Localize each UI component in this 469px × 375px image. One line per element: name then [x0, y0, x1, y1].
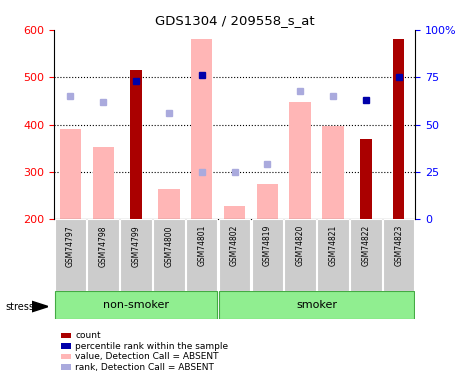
Text: percentile rank within the sample: percentile rank within the sample [75, 342, 228, 351]
Text: non-smoker: non-smoker [103, 300, 169, 310]
Bar [130, 70, 142, 219]
Bar [120, 219, 152, 291]
Bar [186, 219, 218, 291]
Bar [153, 219, 185, 291]
Text: GSM74821: GSM74821 [328, 225, 338, 266]
Bar [60, 129, 81, 219]
Text: count: count [75, 331, 101, 340]
Text: GSM74820: GSM74820 [295, 225, 305, 267]
Bar [219, 291, 415, 319]
Text: GSM74823: GSM74823 [394, 225, 403, 267]
Bar [251, 219, 283, 291]
Text: GSM74800: GSM74800 [164, 225, 174, 267]
Bar [383, 219, 415, 291]
Text: GSM74799: GSM74799 [131, 225, 141, 267]
Text: rank, Detection Call = ABSENT: rank, Detection Call = ABSENT [75, 363, 214, 372]
Bar [87, 219, 119, 291]
Bar [317, 219, 349, 291]
Bar [158, 189, 180, 219]
Title: GDS1304 / 209558_s_at: GDS1304 / 209558_s_at [155, 15, 314, 27]
Bar [54, 291, 218, 319]
Bar [393, 39, 404, 219]
Text: GSM74797: GSM74797 [66, 225, 75, 267]
Text: GSM74819: GSM74819 [263, 225, 272, 267]
Bar [54, 219, 86, 291]
Bar [289, 102, 311, 219]
Bar [350, 219, 382, 291]
Text: value, Detection Call = ABSENT: value, Detection Call = ABSENT [75, 352, 219, 361]
Bar [191, 39, 212, 219]
Text: GSM74798: GSM74798 [98, 225, 108, 267]
Bar [224, 206, 245, 219]
Polygon shape [32, 302, 48, 312]
Text: smoker: smoker [296, 300, 337, 310]
Bar [257, 184, 278, 219]
Text: GSM74822: GSM74822 [361, 225, 371, 266]
Bar [284, 219, 316, 291]
Bar [219, 219, 250, 291]
Bar [360, 139, 371, 219]
Bar [92, 147, 114, 219]
Text: GSM74801: GSM74801 [197, 225, 206, 267]
Bar [322, 126, 344, 219]
Text: stress: stress [6, 302, 35, 312]
Text: GSM74802: GSM74802 [230, 225, 239, 267]
